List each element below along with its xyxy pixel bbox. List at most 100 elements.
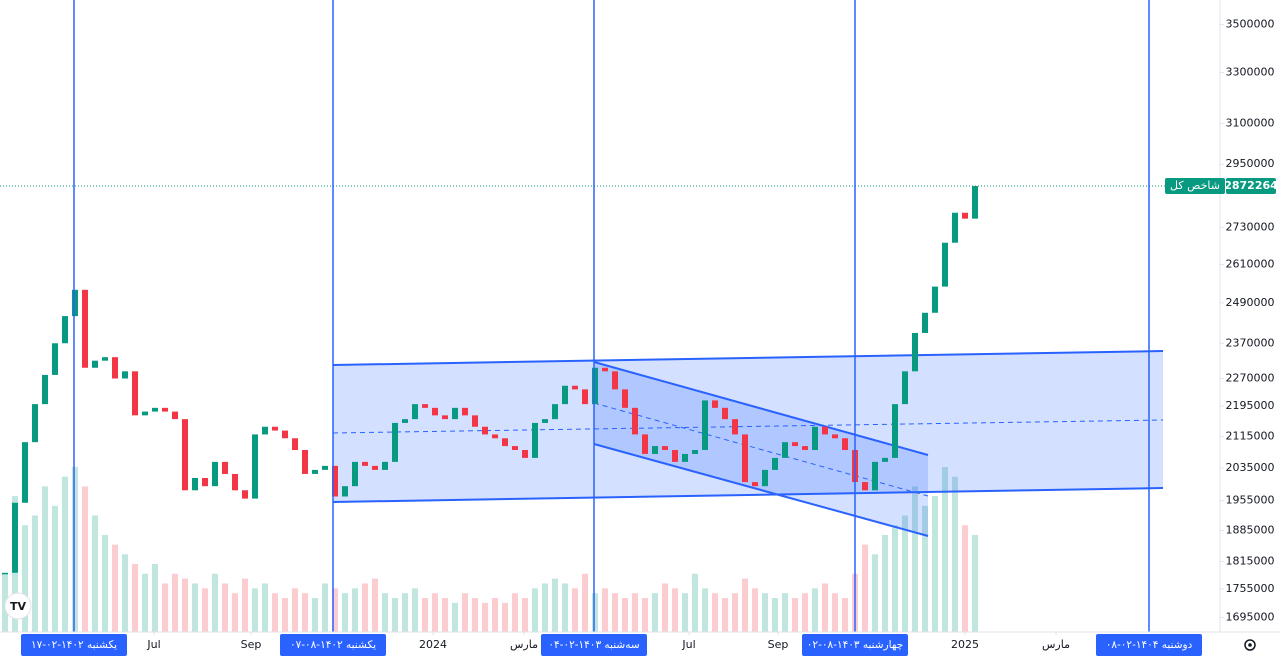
volume-bar <box>212 573 218 632</box>
x-tick-label: 2025 <box>951 638 979 651</box>
candle <box>462 407 468 416</box>
candle <box>912 332 918 372</box>
candle <box>712 400 718 408</box>
candle <box>612 371 618 390</box>
candle <box>542 419 548 423</box>
candle <box>242 490 248 499</box>
date-marker-label: سه‌شنبه ۱۴۰۳-۰۲-۰۴ <box>548 639 639 651</box>
volume-bar <box>222 583 228 632</box>
candle <box>592 367 598 405</box>
volume-bar <box>322 583 328 632</box>
volume-bar <box>372 578 378 632</box>
candle <box>752 482 758 487</box>
candle <box>12 502 18 573</box>
candle <box>962 212 968 219</box>
candle <box>692 449 698 454</box>
candle <box>672 449 678 462</box>
candle <box>942 242 948 287</box>
volume-bar <box>682 593 688 632</box>
volume-bar <box>702 588 708 632</box>
volume-bar <box>492 598 498 632</box>
settings-icon[interactable] <box>1244 639 1256 651</box>
volume-bar <box>452 602 458 632</box>
candle <box>152 407 158 412</box>
volume-bar <box>762 593 768 632</box>
volume-bar <box>182 578 188 632</box>
candle <box>262 426 268 435</box>
volume-bar <box>942 467 948 632</box>
volume-bar <box>302 593 308 632</box>
y-tick-label: 2195000 <box>1226 399 1275 412</box>
volume-bar <box>312 598 318 632</box>
date-marker-box <box>280 634 386 656</box>
candle <box>162 407 168 412</box>
volume-bar <box>952 476 958 632</box>
x-tick-label: مارس <box>510 638 538 651</box>
candle <box>62 316 68 344</box>
volume-bar <box>582 573 588 632</box>
marker-layer <box>73 0 1150 632</box>
candle <box>82 289 88 368</box>
candle-layer <box>2 186 978 575</box>
candle <box>292 438 298 450</box>
candle <box>882 457 888 462</box>
volume-bar <box>872 554 878 632</box>
volume-bar <box>642 598 648 632</box>
channel-bottom <box>332 487 1164 503</box>
volume-bar <box>832 593 838 632</box>
axis-layer: 1695000 1755000 1815000 1885000 1955000 20350… <box>146 17 1274 651</box>
date-marker-label: دوشنبه ۱۴۰۴-۰۲-۰۸ <box>1106 639 1193 651</box>
candle <box>102 357 108 361</box>
y-tick-label: 1815000 <box>1226 554 1275 567</box>
volume-bar <box>422 598 428 632</box>
volume-bar <box>512 593 518 632</box>
tv-logo[interactable]: TV <box>4 592 32 620</box>
price-box <box>1226 178 1276 195</box>
date-marker-box <box>21 634 127 656</box>
volume-bar <box>92 515 98 632</box>
candle <box>172 411 178 420</box>
volume-bar <box>42 486 48 632</box>
candle <box>722 407 728 420</box>
candle <box>432 407 438 416</box>
candle <box>782 442 788 458</box>
volume-bar <box>242 578 248 632</box>
candle <box>792 442 798 447</box>
candle <box>922 312 928 333</box>
candle <box>512 446 518 450</box>
volume-bar <box>272 593 278 632</box>
candle <box>402 419 408 423</box>
series-name: شاخص کل <box>1170 179 1220 192</box>
volume-bar <box>792 598 798 632</box>
candle <box>502 438 508 447</box>
candle <box>622 389 628 408</box>
date-marker-box <box>541 634 647 656</box>
candle <box>132 371 138 416</box>
volume-bar <box>292 588 298 632</box>
volume-bar <box>712 593 718 632</box>
volume-bar <box>902 515 908 632</box>
y-tick-label: 3300000 <box>1226 66 1275 79</box>
candle <box>472 415 478 427</box>
volume-bar <box>32 515 38 632</box>
candle <box>702 400 708 450</box>
candle <box>142 411 148 416</box>
volume-bar <box>22 525 28 632</box>
volume-bar <box>912 486 918 632</box>
volume-bar <box>822 583 828 632</box>
candle <box>22 442 28 503</box>
candle <box>212 461 218 487</box>
volume-bar <box>102 534 108 632</box>
candle <box>72 289 78 317</box>
candle <box>202 477 208 487</box>
date-marker-label: چهارشنبه ۱۴۰۳-۰۸-۰۲ <box>807 639 903 651</box>
candle <box>322 465 328 470</box>
volume-layer <box>2 467 978 632</box>
volume-bar <box>472 598 478 632</box>
candle <box>452 407 458 420</box>
candle <box>652 446 658 454</box>
date-marker-label: یکشنبه ۱۴۰۲-۰۲-۱۷ <box>31 639 117 651</box>
candle <box>382 461 388 470</box>
